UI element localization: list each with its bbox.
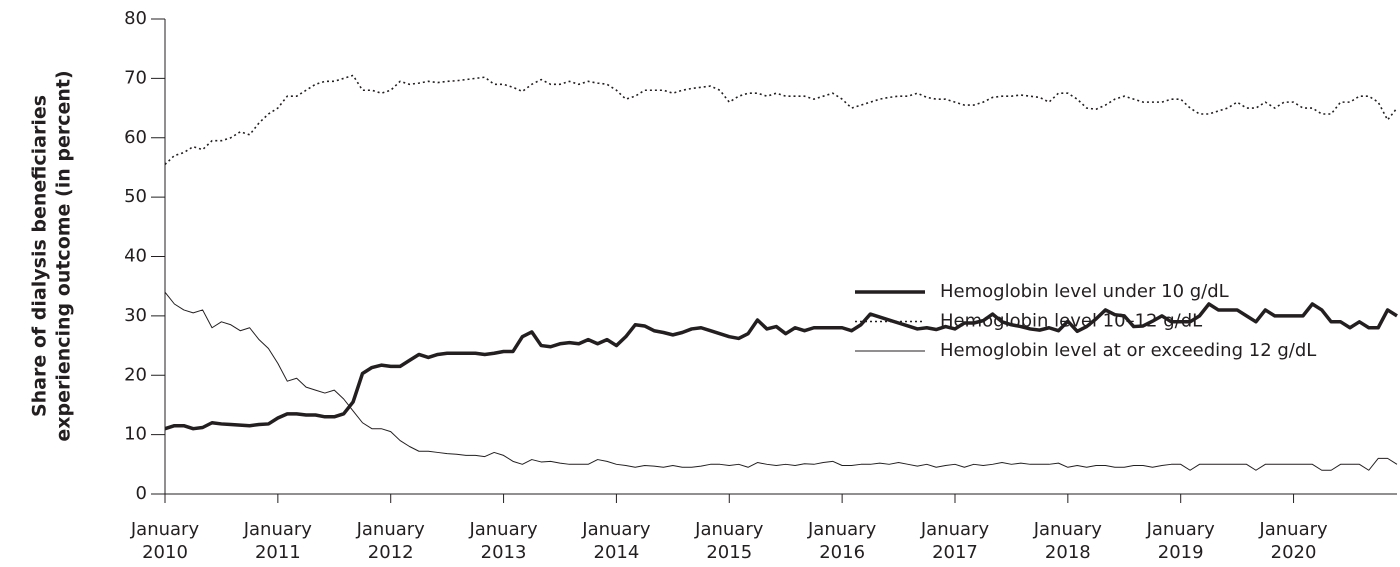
x-tick-label-line: 2020 [1271,542,1317,563]
x-tick-label: January 2017 [920,519,990,563]
x-tick-label-line: 2011 [255,542,301,563]
series-line [164,74,1398,166]
y-tick-label: 30 [124,305,147,326]
y-axis-title-line: experiencing outcome (in percent) [53,70,75,441]
series-line [164,291,1398,471]
x-tick-label-line: January [468,519,538,540]
x-tick-label-line: 2014 [594,542,640,563]
x-tick-label-line: 2016 [819,542,865,563]
x-tick-label-line: January [1146,519,1216,540]
y-tick-label: 50 [124,186,147,207]
x-tick-label-line: January [130,519,200,540]
y-axis-title: Share of dialysis beneficiaries experien… [29,70,75,441]
x-tick-label-line: 2018 [1045,542,1091,563]
legend-label: Hemoglobin level 10–12 g/dL [940,311,1202,332]
x-tick-label: January 2018 [1033,519,1103,563]
x-tick-label-line: January [243,519,313,540]
x-tick-label: January 2016 [807,519,877,563]
x-tick-label-line: 2013 [481,542,527,563]
series-line [164,302,1398,431]
y-tick-label: 60 [124,127,147,148]
legend-label: Hemoglobin level under 10 g/dL [940,281,1229,302]
x-tick-label: January 2020 [1258,519,1328,563]
x-tick-label-line: 2019 [1158,542,1204,563]
x-tick-label-line: January [581,519,651,540]
x-tick-label: January 2012 [356,519,426,563]
x-tick-label: January 2014 [581,519,651,563]
x-tick-label: January 2011 [243,519,313,563]
x-tick-label-line: 2012 [368,542,414,563]
y-tick-label: 70 [124,67,147,88]
x-tick-label-line: January [694,519,764,540]
y-tick-label: 80 [124,8,147,29]
x-tick-label-line: January [356,519,426,540]
legend-label: Hemoglobin level at or exceeding 12 g/dL [940,340,1316,361]
x-tick-label: January 2015 [694,519,764,563]
x-tick-label-line: January [1258,519,1328,540]
y-tick-label: 10 [124,424,147,445]
x-tick-label: January 2019 [1146,519,1216,563]
y-axis-title-line: Share of dialysis beneficiaries [29,95,51,417]
x-tick-label-line: January [807,519,877,540]
y-tick-label: 0 [136,483,147,504]
y-tick-label: 40 [124,246,147,267]
y-tick-label: 20 [124,364,147,385]
x-tick-label-line: 2017 [932,542,978,563]
x-tick-label: January 2013 [468,519,538,563]
x-tick-label-line: 2015 [706,542,752,563]
x-tick-label-line: January [920,519,990,540]
x-tick-label-line: 2010 [142,542,188,563]
x-tick-label: January 2010 [130,519,200,563]
x-tick-label-line: January [1033,519,1103,540]
